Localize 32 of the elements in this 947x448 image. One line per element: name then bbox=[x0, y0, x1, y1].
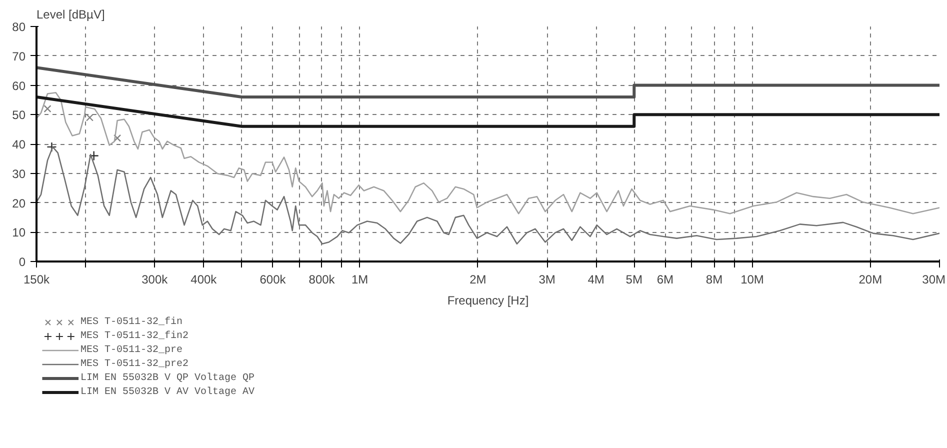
y-tick-label: 40 bbox=[12, 138, 26, 152]
legend-label: LIM EN 55032B V QP Voltage QP bbox=[80, 372, 254, 384]
y-tick-label: 70 bbox=[12, 49, 26, 64]
y-tick-label: 30 bbox=[12, 166, 26, 181]
legend-label: MES T-0511-32_pre2 bbox=[80, 359, 188, 370]
x-tick-label: 4M bbox=[588, 272, 604, 286]
y-tick-label: 80 bbox=[12, 20, 26, 34]
y-tick-label: 20 bbox=[12, 196, 26, 210]
x-tick-label: 1M bbox=[351, 272, 368, 286]
x-tick-label: 3M bbox=[538, 272, 556, 286]
y-tick-label: 0 bbox=[18, 255, 26, 269]
x-tick-label: 6M bbox=[656, 272, 674, 286]
x-tick-label: 400k bbox=[190, 272, 218, 286]
x-tick-label: 150k bbox=[23, 272, 51, 286]
x-axis-title: Frequency [Hz] bbox=[447, 294, 529, 308]
x-tick-label: 2M bbox=[470, 272, 486, 286]
legend-label: MES T-0511-32_fin bbox=[80, 316, 182, 328]
x-tick-label: 10M bbox=[740, 272, 764, 286]
x-tick-label: 300k bbox=[142, 272, 169, 286]
x-tick-label: 600k bbox=[260, 272, 287, 286]
legend-label: LIM EN 55032B V AV Voltage AV bbox=[80, 386, 254, 398]
legend-label: MES T-0511-32_fin2 bbox=[80, 330, 188, 342]
y-axis-title: Level [dBµV] bbox=[36, 8, 105, 22]
x-tick-label: 5M bbox=[626, 272, 642, 286]
x-tick-label: 20M bbox=[858, 272, 882, 286]
legend-label: MES T-0511-32_pre bbox=[80, 345, 182, 356]
y-tick-label: 60 bbox=[12, 78, 26, 93]
x-tick-label: 30M bbox=[922, 272, 946, 286]
y-tick-label: 10 bbox=[12, 226, 26, 240]
y-tick-label: 50 bbox=[12, 108, 26, 122]
x-tick-label: 800k bbox=[308, 272, 336, 286]
x-tick-label: 8M bbox=[706, 272, 723, 286]
